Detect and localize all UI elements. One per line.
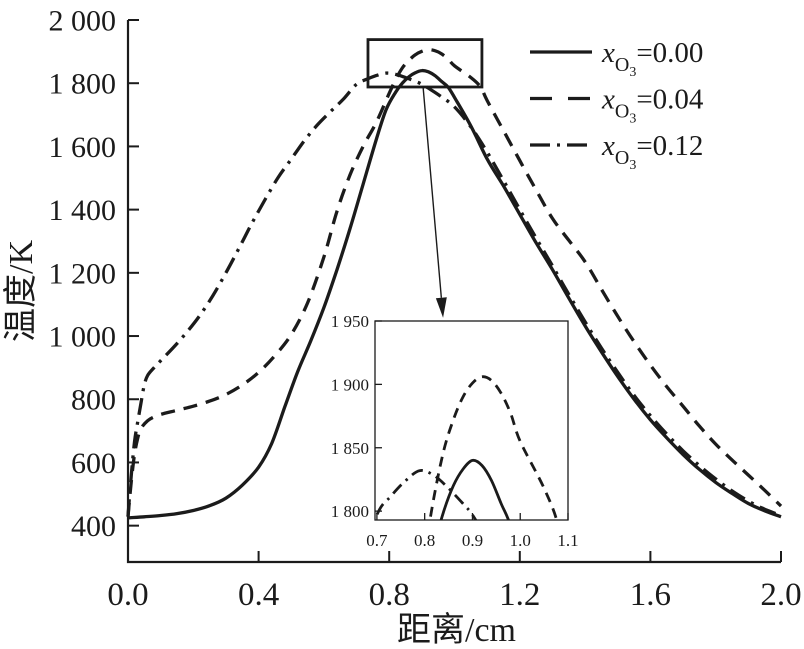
curve-xO3=0.00 (127, 68, 782, 520)
inset-y-tick-label: 1 800 (331, 502, 369, 521)
inset-curves (375, 375, 559, 520)
inset-x-tick-label: 0.8 (414, 531, 435, 550)
x-tick-label: 0.4 (238, 577, 279, 613)
arrowhead-icon (435, 297, 447, 318)
y-tick-label: 2 000 (49, 5, 117, 38)
x-tick-label: 1.6 (630, 577, 671, 613)
x-tick-label: 1.2 (499, 577, 540, 613)
curve-xO3=0.04 (126, 48, 783, 517)
inset-y-tick-label: 1 950 (331, 312, 369, 331)
inset-frame (374, 320, 569, 521)
y-tick-label: 1 800 (49, 68, 117, 101)
legend-label: xO3=0.12 (601, 130, 703, 173)
x-axis-title: 距离/cm (397, 611, 516, 649)
main-axes: 400 600 800 1 000 1 200 1 400 1 600 1 800 2 000 0… (2, 5, 802, 649)
y-tick-label: 1 000 (49, 321, 117, 354)
inset-y-tick-label: 1 850 (331, 439, 369, 458)
inset-x-tick-label: 1.1 (557, 531, 578, 550)
main-curves (126, 48, 783, 520)
y-tick-label: 1 200 (49, 257, 117, 290)
y-tick-label: 600 (71, 447, 116, 480)
zoom-rect (366, 38, 484, 89)
legend-label: xO3=0.00 (601, 37, 703, 80)
legend-label: xO3=0.04 (601, 84, 704, 127)
y-tick-label: 1 400 (49, 194, 117, 227)
y-tick-label: 800 (71, 384, 116, 417)
inset-x-tick-label: 0.7 (366, 531, 388, 550)
x-tick-label: 2.0 (760, 577, 801, 613)
x-tick-label: 0.8 (369, 577, 410, 613)
inset-plot: 1 800 1 850 1 900 1 950 0.7 0.8 0.9 1.0 1.1 (331, 312, 579, 550)
y-tick-label: 400 (71, 510, 116, 543)
y-axis-title: 温度/K (2, 240, 40, 342)
x-tick-label: 0.0 (107, 577, 148, 613)
inset-curve-xO3=0.00 (439, 458, 511, 520)
inset-arrow (422, 87, 447, 318)
inset-y-tick-label: 1 900 (331, 375, 369, 394)
y-tick-label: 1 600 (49, 131, 117, 164)
curve-xO3=0.12 (126, 71, 782, 518)
inset-x-tick-label: 1.0 (510, 531, 531, 550)
inset-x-tick-label: 0.9 (462, 531, 483, 550)
